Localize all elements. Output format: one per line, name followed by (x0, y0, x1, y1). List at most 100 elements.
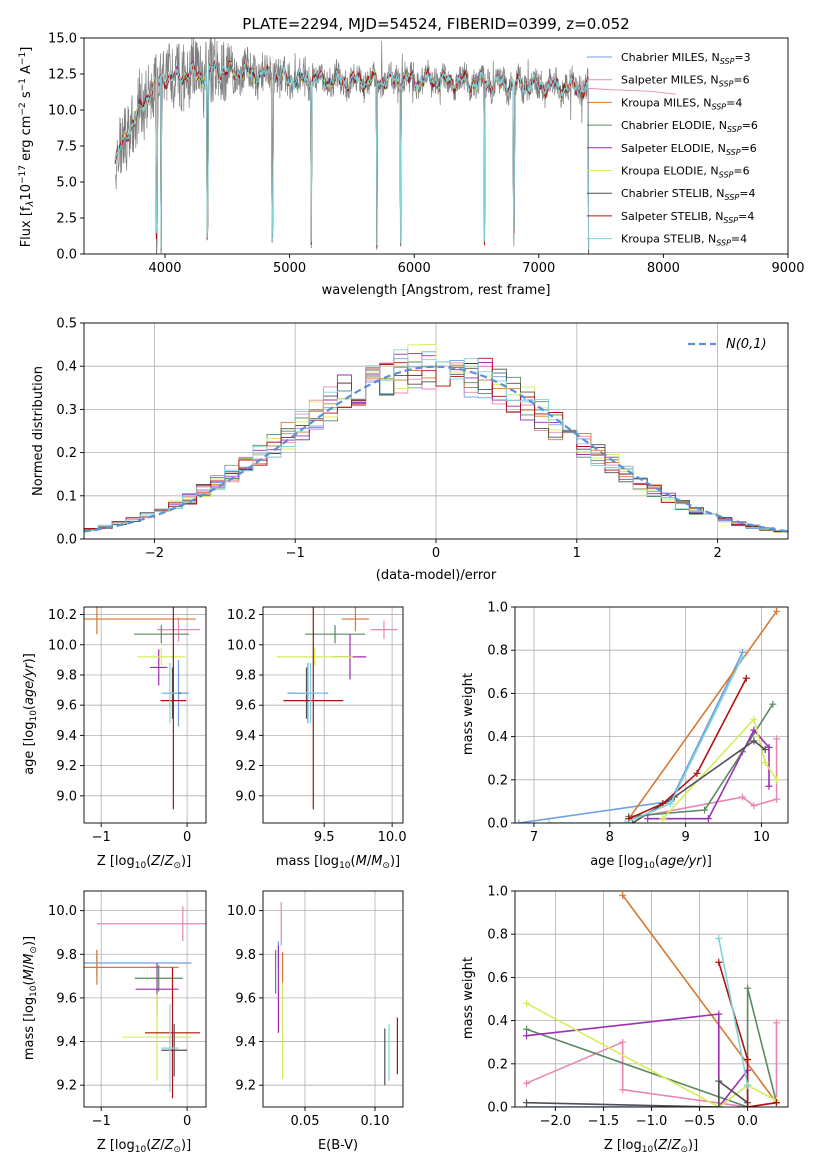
residual-hist-8 (84, 349, 788, 532)
age-weight-line-5 (662, 717, 778, 820)
z-age-ytick-label: 10.0 (48, 638, 77, 653)
spectrum-ylabel: Flux [fλ10−17 erg cm−2 s−1 A−1] (18, 47, 36, 248)
residuals-frame (83, 322, 789, 540)
z-age-ytick-label: 9.2 (56, 759, 77, 774)
age-weight-line-3 (628, 703, 774, 818)
residuals-xtick-label: −2 (145, 546, 164, 561)
age-weight-marker-4-0 (644, 815, 652, 823)
z-mass-ytick-label: 10.0 (48, 904, 77, 919)
z-age-ylabel: age [log10(age/yr)] (22, 653, 39, 775)
z-weight-marker-3-0 (523, 1025, 531, 1033)
residuals-plot-area (84, 344, 788, 533)
spectrum-legend: Chabrier MILES, NSSP=3 Salpeter MILES, NS… (587, 51, 758, 248)
age-weight-frame (514, 606, 789, 824)
age-weight-xtick-label: 9 (681, 830, 689, 845)
z-weight-marker-7-1 (744, 1055, 752, 1063)
z-weight-ylabel: mass weight (461, 957, 476, 1039)
age-weight-line-8 (549, 656, 744, 823)
z-weight-ytick-label: 0.4 (487, 1014, 508, 1029)
spectrum-ytick-label: 10.0 (48, 104, 77, 119)
z-mass-ytick-label: 9.6 (56, 991, 77, 1006)
z-age-frame (83, 606, 207, 824)
age-weight-plot-area (515, 607, 781, 823)
z-mass-ylabel: mass [log10(M/M⊙)] (22, 936, 39, 1060)
age-weight-marker-3-3 (769, 700, 777, 708)
age-weight-marker-7-3 (742, 674, 750, 682)
z-weight-marker-3-2 (744, 984, 752, 992)
z-weight-line-5 (526, 1002, 777, 1107)
spectrum-ytick-label: 12.5 (48, 68, 77, 83)
z-weight-marker-8-0 (715, 935, 723, 943)
legend-label-1: Salpeter MILES, NSSP=6 (621, 74, 750, 89)
z-mass-frame (83, 890, 207, 1108)
age-weight-marker-7-1 (659, 800, 667, 808)
z-mass-axes: −1 0 9.2 9.4 9.6 9.8 10.0 (48, 891, 206, 1129)
legend-label-3: Chabrier ELODIE, NSSP=6 (621, 119, 758, 134)
z-weight-xtick-label: −1.5 (588, 1114, 620, 1129)
z-weight-xlabel: Z [log10(Z/Z⊙)] (604, 1138, 698, 1155)
spectrum-model-7 (114, 60, 590, 250)
mass-age-xlabel: mass [log10(M/M⊙)] (276, 854, 400, 871)
ebv-mass-frame (262, 890, 404, 1108)
z-weight-marker-1-0 (523, 1079, 531, 1087)
z-age-axes: −1 0 9.0 9.2 9.4 9.6 9.8 10.0 10.2 (48, 607, 206, 845)
z-weight-xtick-label: 0.0 (737, 1114, 758, 1129)
residuals-ytick-label: 0.3 (56, 403, 77, 418)
age-weight-marker-6-0 (629, 819, 637, 823)
age-weight-marker-1-2 (750, 802, 758, 810)
spectrum-title: PLATE=2294, MJD=54524, FIBERID=0399, z=0… (242, 15, 629, 33)
z-age-ytick-label: 9.6 (56, 699, 77, 714)
z-weight-marker-7-3 (772, 1099, 780, 1107)
age-weight-ytick-label: 0.2 (487, 773, 508, 788)
residuals-ytick-label: 0.1 (56, 489, 77, 504)
age-weight-marker-4-4 (765, 782, 773, 790)
z-weight-line-3 (526, 988, 778, 1107)
residuals-xtick-label: 1 (573, 546, 581, 561)
age-weight-ytick-label: 0.6 (487, 687, 508, 702)
z-weight-marker-1-1 (619, 1038, 627, 1046)
age-weight-ytick-label: 0.0 (487, 817, 508, 832)
age-weight-marker-5-1 (750, 715, 758, 723)
legend-label-7: Salpeter STELIB, NSSP=4 (621, 210, 754, 225)
age-weight-ytick-label: 1.0 (487, 601, 508, 616)
ebv-mass-axes: 0.05 0.10 9.2 9.4 9.6 9.8 10.0 (227, 891, 403, 1129)
z-weight-marker-6-2 (715, 1077, 723, 1085)
z-weight-xtick-label: −0.5 (684, 1114, 716, 1129)
residuals-ytick-label: 0.0 (56, 533, 77, 548)
z-weight-marker-6-0 (523, 1099, 531, 1107)
z-age-plot-area (84, 607, 200, 810)
legend-label-6: Chabrier STELIB, NSSP=4 (621, 187, 755, 202)
age-weight-xtick-label: 10 (753, 830, 770, 845)
z-weight-line-6 (526, 1079, 749, 1107)
age-weight-ylabel: mass weight (461, 673, 476, 755)
spectrum-xtick-label: 9000 (771, 261, 804, 276)
residuals-ytick-label: 0.5 (56, 317, 77, 332)
age-weight-marker-5-3 (773, 776, 781, 784)
z-age-xlabel: Z [log10(Z/Z⊙)] (97, 854, 191, 871)
z-weight-ytick-label: 0.6 (487, 971, 508, 986)
age-weight-marker-7-2 (693, 769, 701, 777)
z-weight-marker-7-2 (744, 1103, 752, 1107)
z-age-ytick-label: 10.2 (48, 608, 77, 623)
spectrum-xlabel: wavelength [Angstrom, rest frame] (322, 283, 551, 298)
z-age-ytick-label: 9.4 (56, 729, 77, 744)
residuals-xtick-label: 0 (432, 546, 440, 561)
spectrum-ytick-label: 2.5 (56, 212, 77, 227)
ebv-mass-xtick-label: 0.05 (291, 1114, 320, 1129)
mass-age-xtick-label: 10.0 (378, 830, 407, 845)
age-weight-marker-2-1 (773, 607, 781, 615)
z-weight-line-2 (622, 894, 778, 1104)
z-weight-marker-2-0 (619, 891, 627, 899)
age-weight-ytick-label: 0.8 (487, 644, 508, 659)
spectrum-xtick-label: 4000 (148, 261, 181, 276)
gauss-curve (84, 365, 788, 533)
z-weight-marker-8-1 (744, 1081, 752, 1089)
age-weight-marker-4-3 (765, 743, 773, 751)
z-weight-marker-4-0 (523, 1032, 531, 1040)
mass-age-ytick-label: 9.0 (235, 789, 256, 804)
residuals-ytick-label: 0.4 (56, 360, 77, 375)
age-weight-marker-4-1 (704, 815, 712, 823)
z-mass-ytick-label: 9.2 (56, 1079, 77, 1094)
age-weight-marker-1-1 (739, 793, 746, 801)
spectrum-model-8 (114, 60, 590, 250)
